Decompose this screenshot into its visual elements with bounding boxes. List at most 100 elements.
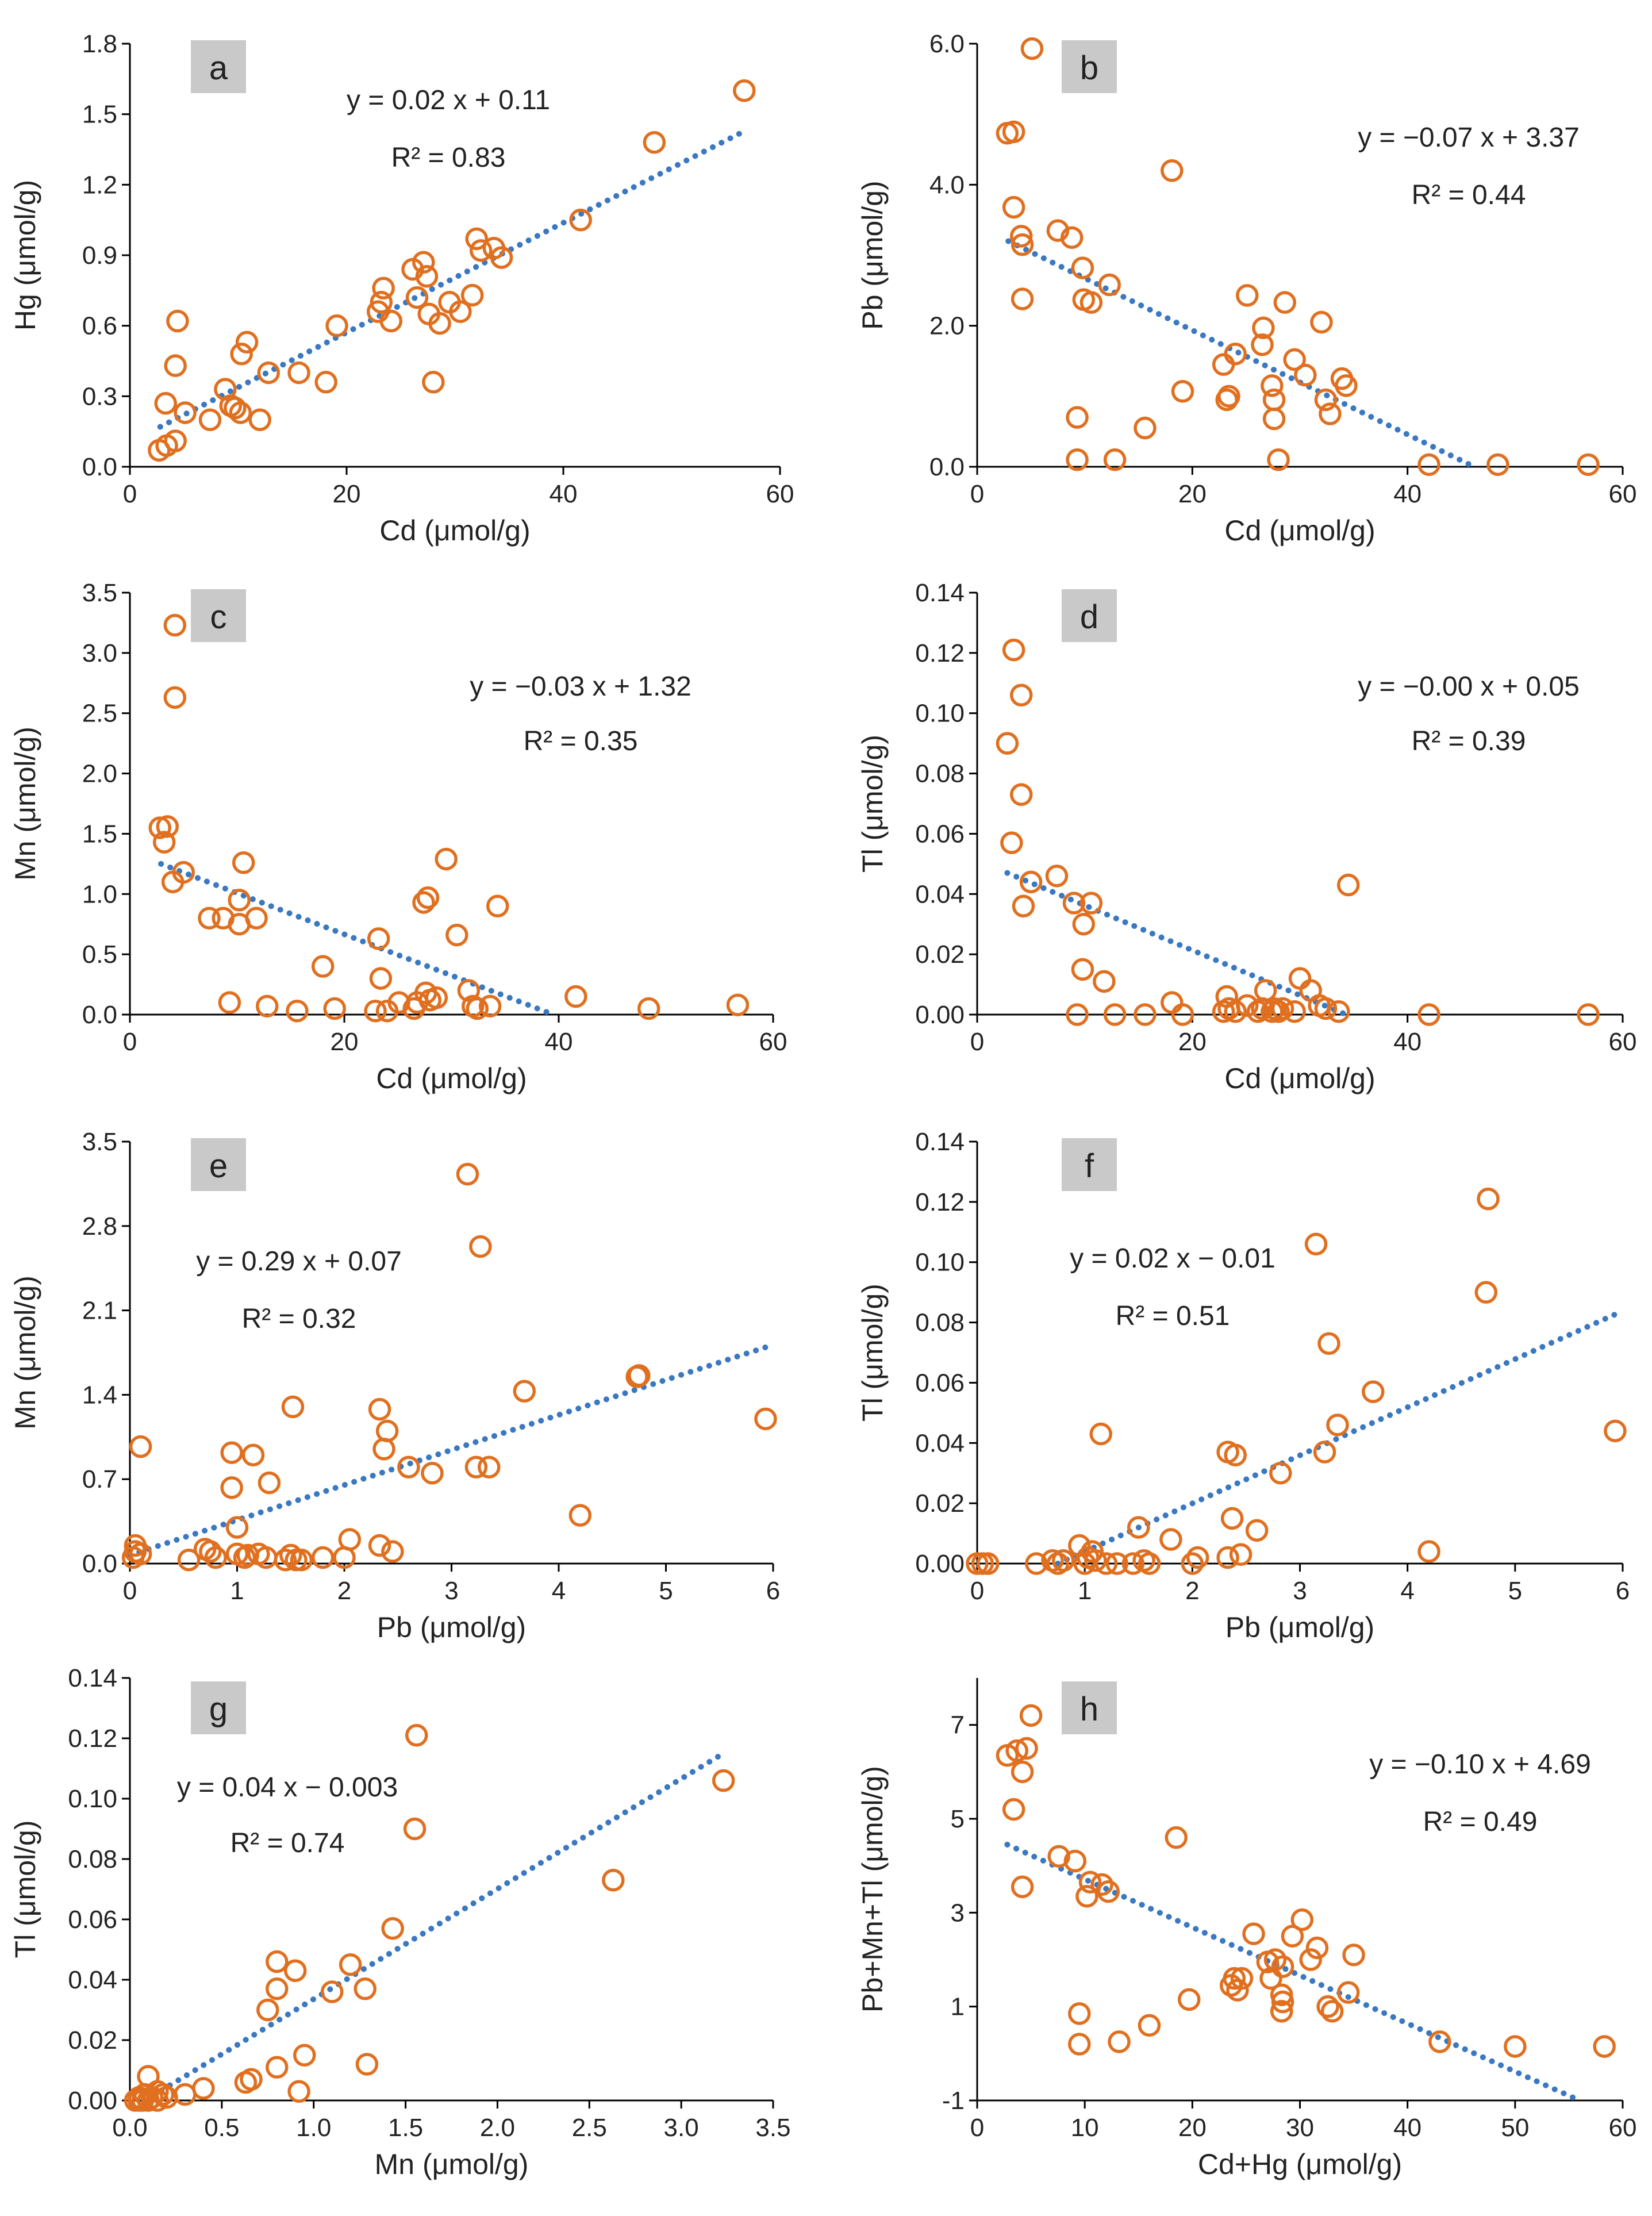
data-point [220,1476,243,1499]
data-point [1090,1873,1113,1896]
panel-tag-box [191,589,246,642]
data-point [643,130,666,154]
data-point [258,1471,281,1495]
x-axis-label: Pb (μmol/g) [377,1611,526,1643]
y-tick-label: 0.02 [68,2026,117,2054]
x-tick-label: 1 [1078,1577,1092,1605]
data-point [1012,894,1035,918]
x-tick-label: 40 [545,1028,573,1056]
panel-tag-label: b [1080,49,1098,87]
y-axis-label: Mn (μmol/g) [9,727,41,881]
y-tick-label: 0.0 [929,453,965,481]
data-point [1138,1552,1161,1575]
panel-tag-box [1062,1681,1117,1734]
r-squared: R² = 0.74 [230,1828,345,1858]
data-point [1362,1380,1385,1403]
data-point [1051,1549,1075,1572]
data-point [1224,342,1247,366]
data-point [602,1869,625,1892]
r-squared: R² = 0.39 [1412,726,1526,756]
data-point [1098,273,1121,297]
data-point [466,997,489,1020]
data-point [1009,783,1033,806]
data-point [1254,979,1277,1002]
data-point [1161,159,1184,182]
trendline [141,1750,727,2103]
x-tick-label: 0 [970,2114,984,2142]
data-point [248,408,271,431]
y-axis-label: Tl (μmol/g) [856,1284,889,1422]
data-point [1283,348,1306,371]
data-point [1047,1845,1070,1868]
y-tick-label: 4.0 [929,171,965,199]
y-axis-label: Tl (μmol/g) [856,735,889,873]
data-point [1477,1187,1500,1211]
data-point [1316,1995,1339,2018]
data-point [290,1548,313,1572]
y-tick-label: 0.12 [68,1725,117,1753]
data-point [1079,291,1103,314]
data-point [1290,1908,1313,1931]
y-tick-label: 5 [951,1805,965,1833]
y-axis-label: Hg (μmol/g) [9,180,41,331]
y-tick-label: 0.10 [915,1249,965,1277]
r-squared: R² = 0.49 [1423,1807,1538,1837]
data-point [486,894,509,918]
data-point [1281,1925,1304,1948]
y-tick-label: 0.08 [915,760,965,788]
data-point [338,1528,362,1551]
data-point [364,999,387,1023]
y-tick-label: 3 [951,1899,965,1927]
panel-tag-box [1062,40,1117,93]
data-point [311,955,335,978]
data-point [1045,865,1069,888]
x-axis-label: Cd (μmol/g) [379,514,530,547]
x-tick-label: 2.0 [480,2114,515,2142]
data-point [204,1546,227,1569]
x-tick-label: 3 [444,1577,458,1605]
data-point [381,1917,404,1940]
panel-tag-label: d [1080,598,1098,636]
data-point [416,886,440,909]
data-point [1171,379,1194,403]
panel-g: 0.0 0.5 1.0 1.5 2.0 2.5 3.0 3.5 0.00 0.02 0.04 0.06… [9,1664,791,2180]
x-axis-label: Pb (μmol/g) [1225,1611,1374,1643]
data-point [1093,970,1116,993]
data-point [1078,1871,1102,1894]
data-point [1159,1528,1182,1551]
regression-equation: y = 0.02 x − 0.01 [1070,1243,1276,1274]
y-tick-label: 2.5 [82,700,117,728]
data-point [1217,385,1240,408]
y-tick-label: 0.9 [82,241,117,270]
data-point [460,283,484,307]
data-point [1011,287,1034,310]
data-point [1428,2030,1451,2053]
data-point [1103,448,1127,471]
r-squared: R² = 0.35 [524,726,638,756]
x-tick-label: 0.5 [204,2114,239,2142]
y-tick-label: 2.1 [82,1297,117,1325]
data-point [1063,1849,1087,1873]
y-tick-label: 0.08 [68,1845,117,1873]
data-point [1417,1540,1440,1563]
data-point [1108,2030,1131,2053]
data-point [1020,37,1044,60]
trendline [158,861,556,1017]
data-point [1072,912,1096,936]
data-point [1320,2000,1344,2023]
x-tick-label: 20 [331,1028,359,1056]
y-tick-label: 0.0 [82,1550,117,1578]
trendline [1055,1310,1620,1566]
data-point [1161,991,1184,1014]
data-point [1261,374,1284,397]
x-axis-label: Cd (μmol/g) [1224,514,1375,547]
x-tick-label: 60 [1609,1028,1637,1056]
x-tick-label: 40 [1393,1028,1422,1056]
data-point [1171,1003,1194,1026]
data-point [283,1959,307,1982]
data-point [428,312,451,335]
data-point [1216,1546,1239,1569]
data-point [1486,453,1509,477]
x-tick-label: 3.5 [755,2114,790,2142]
data-point [637,997,660,1020]
